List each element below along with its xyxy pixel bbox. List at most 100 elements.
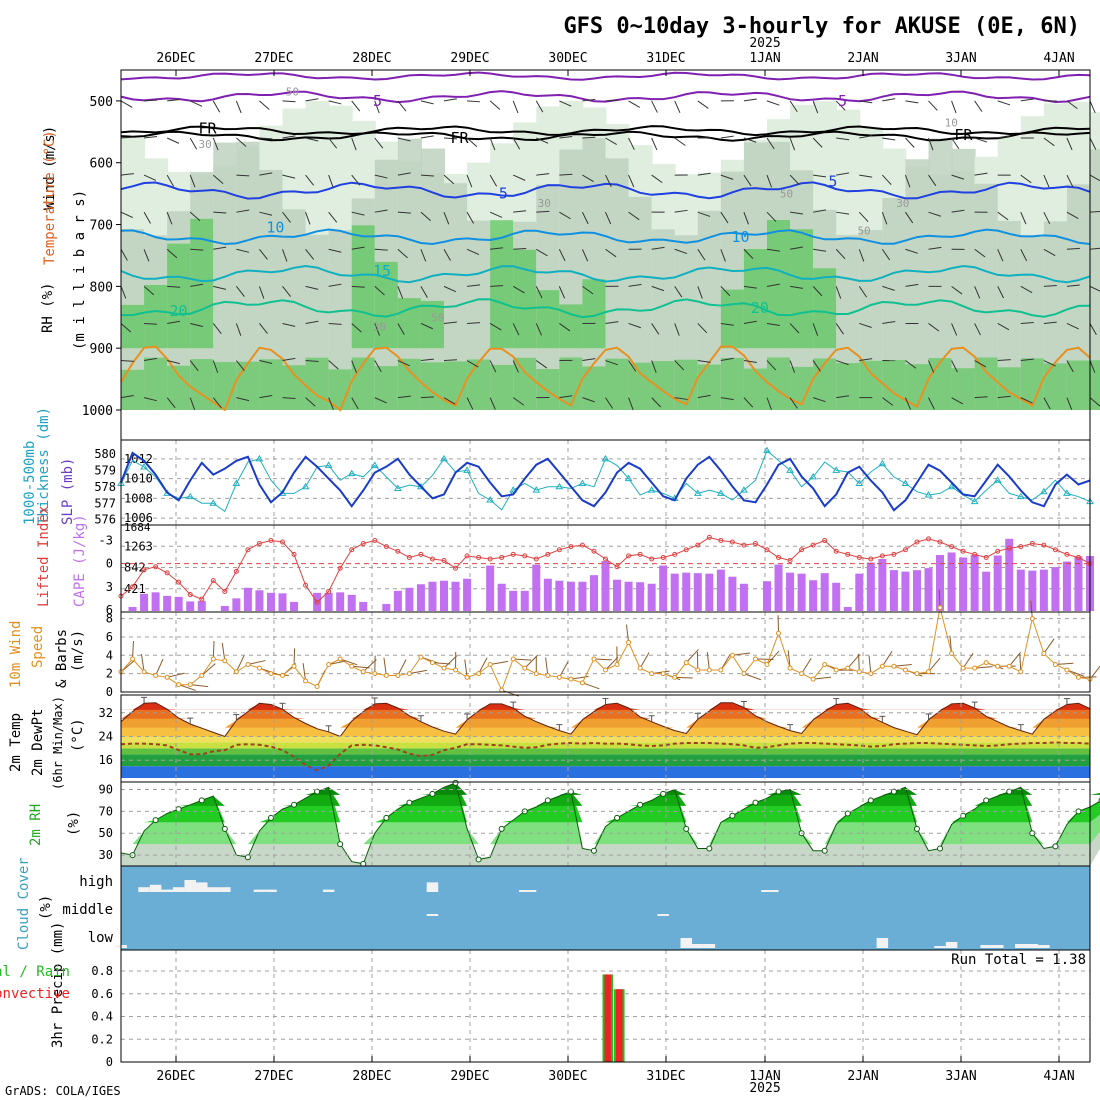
wind-speed-point (476, 671, 482, 677)
cape-bar (232, 598, 241, 611)
wind-speed-point (372, 671, 378, 677)
wind-barb-10m (732, 652, 751, 656)
wind-barb (1089, 210, 1100, 213)
label-wind: Wind (m/s) (42, 126, 58, 210)
wind-barb (166, 137, 180, 144)
rh-shade-low (144, 357, 169, 410)
wind-barb-10m (605, 656, 619, 671)
label-temperature: Temperature (°C) (42, 130, 58, 265)
li-point (902, 547, 908, 553)
wind-speed-point (164, 674, 170, 680)
wind-speed-point (810, 676, 816, 682)
wind-barb-10m (639, 652, 650, 669)
cape-bar (520, 590, 529, 611)
top-date-label: 29DEC (450, 51, 489, 66)
wind-barb (1043, 397, 1051, 410)
cape-bar (324, 592, 333, 611)
li-point (245, 547, 251, 553)
temp-band (121, 766, 1090, 778)
wind-speed-point (349, 663, 355, 669)
wind-barb (374, 285, 385, 296)
cape-bar (405, 587, 414, 611)
cloud-high-bar (207, 887, 220, 892)
rh-tick-label: 70 (99, 804, 113, 818)
cape-bar (359, 601, 368, 611)
rh-point (821, 847, 828, 854)
wind-barb (236, 248, 250, 253)
wind-barb (812, 100, 819, 114)
thickness-point (993, 476, 1002, 483)
wind-barb (212, 360, 219, 373)
wind-barb (328, 360, 339, 370)
wind-barb (328, 174, 334, 188)
cape-bar (763, 581, 771, 611)
wind-barb (351, 246, 365, 250)
li-point (983, 554, 989, 560)
li-point (1029, 541, 1035, 547)
cape-bar (220, 605, 229, 611)
wind-barb (467, 284, 481, 287)
cloud-high-bar (253, 889, 266, 892)
wind-barb (466, 211, 474, 224)
wind-speed-point (729, 652, 735, 658)
wind-barb (859, 322, 872, 328)
wind-barb (305, 320, 319, 324)
wind-speed-point (337, 656, 343, 662)
wind-barb (374, 209, 388, 213)
cloud-high-bar (219, 887, 231, 892)
wind-barb (490, 247, 504, 250)
wind-barb (259, 360, 273, 364)
rh-point (890, 788, 897, 795)
wind-barb-10m (868, 655, 872, 674)
li-point (822, 537, 828, 543)
wind-barb (720, 322, 734, 326)
li-point (579, 542, 585, 548)
wind-barb (420, 135, 434, 139)
wind-barb (743, 397, 754, 408)
wind-barb (928, 100, 938, 111)
wind-barb (397, 248, 408, 259)
cape-tick-label: 1263 (124, 539, 153, 553)
wind-barb-10m (938, 589, 941, 608)
slp-tick-label: 1010 (124, 472, 153, 486)
cape-bar (936, 554, 945, 611)
wind-panel-frame (120, 611, 1091, 693)
wind-speed-point (233, 669, 239, 675)
wind-barb (374, 174, 388, 179)
wind-barb (974, 100, 983, 112)
rh-shade-low (397, 358, 422, 410)
li-point (222, 588, 228, 594)
wind-barb (236, 174, 250, 177)
wind-speed-point (1041, 650, 1047, 656)
cape-bar (486, 565, 495, 611)
wind-barb (882, 397, 894, 406)
rh-contour-label: 30 (199, 138, 212, 151)
cloud-high-trace (161, 890, 179, 892)
isotherm-line (120, 71, 1091, 81)
rh-point (267, 814, 274, 821)
cape-bar (982, 571, 991, 611)
label-cape: CAPE (J/kg) (72, 514, 88, 607)
li-point (268, 537, 274, 543)
label-2m-rh: 2m RH (28, 804, 44, 846)
wind-speed-point (453, 667, 459, 673)
wind-barb (420, 286, 428, 298)
wind-barb (120, 360, 135, 362)
cape-bar (1028, 570, 1037, 611)
wind-barb (974, 323, 981, 336)
cape-bar (797, 573, 806, 611)
rh-point (637, 801, 644, 808)
rh-shade-low (743, 368, 768, 410)
cloud-low-bar (692, 944, 704, 948)
isotherm-line (120, 228, 1091, 246)
isotherm-line (120, 181, 1091, 200)
wind-speed-point (949, 650, 955, 656)
wind-barb (374, 360, 382, 373)
li-point (603, 556, 608, 562)
wind-speed-point (926, 669, 931, 675)
rh-shade-low (236, 361, 261, 410)
thickness-point (763, 446, 771, 454)
rh-point (844, 810, 851, 817)
li-point (395, 548, 401, 554)
wind-barb (166, 211, 173, 225)
